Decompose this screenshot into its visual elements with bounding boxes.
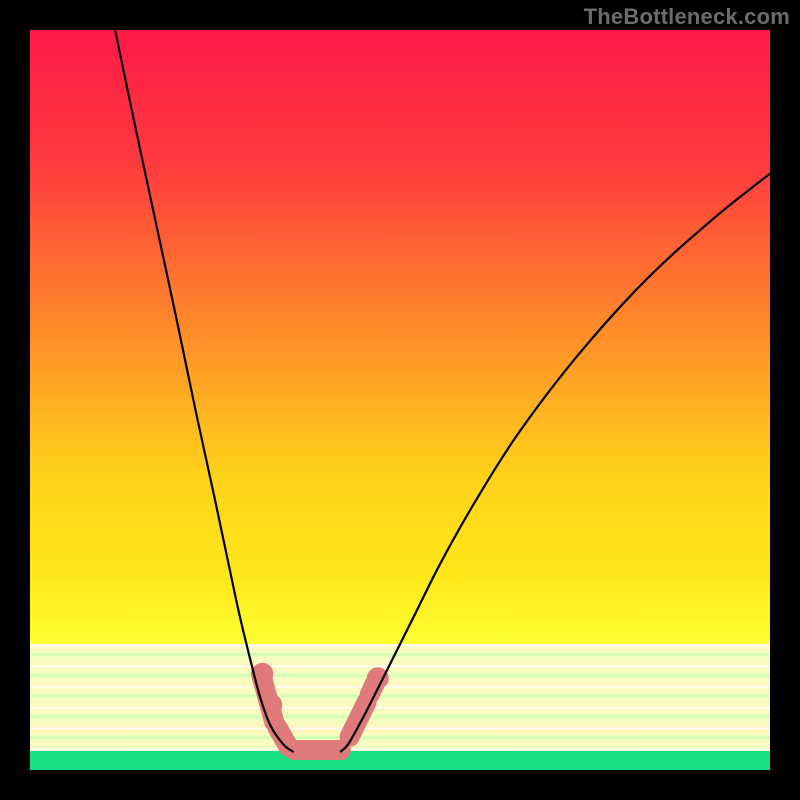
gradient-background [30, 30, 770, 770]
watermark-text: TheBottleneck.com [584, 4, 790, 30]
chart-canvas: TheBottleneck.com [0, 0, 800, 800]
plot-area [30, 30, 770, 770]
plot-svg [30, 30, 770, 770]
